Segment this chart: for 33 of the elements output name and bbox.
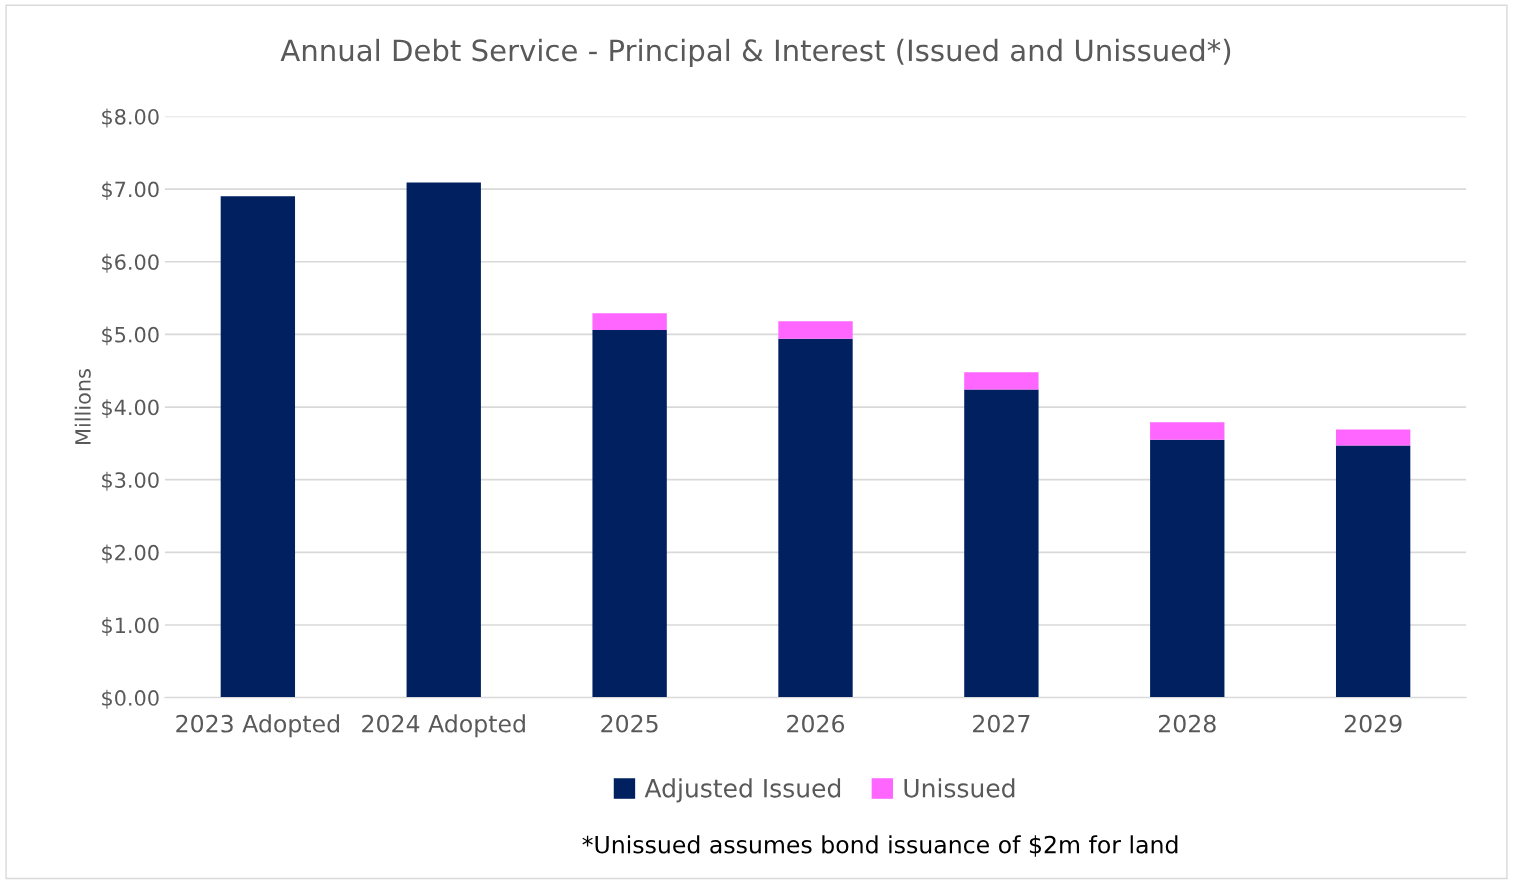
bar bbox=[592, 313, 667, 331]
x-tick-label: 2025 bbox=[601, 714, 658, 733]
y-tick-label: $4.00 bbox=[102, 399, 159, 419]
x-tick-label: 2026 bbox=[787, 714, 845, 733]
y-tick-label: $2.00 bbox=[102, 544, 159, 564]
y-tick-label: $7.00 bbox=[102, 181, 159, 201]
legend-label: Adjusted Issued bbox=[644, 778, 841, 803]
bar bbox=[1335, 429, 1411, 446]
x-tick-label: 2027 bbox=[973, 714, 1030, 733]
y-tick-label: $8.00 bbox=[102, 108, 159, 128]
y-tick-label: $5.00 bbox=[102, 326, 159, 346]
text: *Unissued assumes bond issuance of $2m for land bbox=[582, 835, 1178, 857]
x-tick-label: 2024 Adopted bbox=[362, 714, 525, 738]
x-tick-label: 2029 bbox=[1344, 714, 1402, 733]
y-tick-label: $1.00 bbox=[102, 617, 159, 636]
bar bbox=[406, 182, 481, 698]
bar bbox=[1150, 439, 1225, 698]
bar bbox=[778, 338, 853, 698]
y-tick-label: $6.00 bbox=[102, 253, 159, 273]
bar bbox=[964, 389, 1039, 698]
y-tick-label: $3.00 bbox=[102, 471, 159, 491]
bar bbox=[964, 372, 1039, 390]
x-tick-label: 2023 Adopted bbox=[176, 714, 339, 738]
legend-label: Unissued bbox=[904, 778, 1015, 798]
bar bbox=[1335, 445, 1411, 698]
bar bbox=[220, 196, 296, 698]
bar bbox=[778, 321, 853, 339]
chart-title: Annual Debt Service - Principal & Interest (Issued and Unissued*) bbox=[280, 38, 1231, 68]
y-axis-title: Millions bbox=[74, 369, 91, 444]
x-tick-label: 2028 bbox=[1158, 714, 1216, 733]
bar bbox=[592, 330, 667, 698]
y-tick-label: $0.00 bbox=[102, 689, 159, 709]
bar bbox=[1150, 422, 1225, 440]
